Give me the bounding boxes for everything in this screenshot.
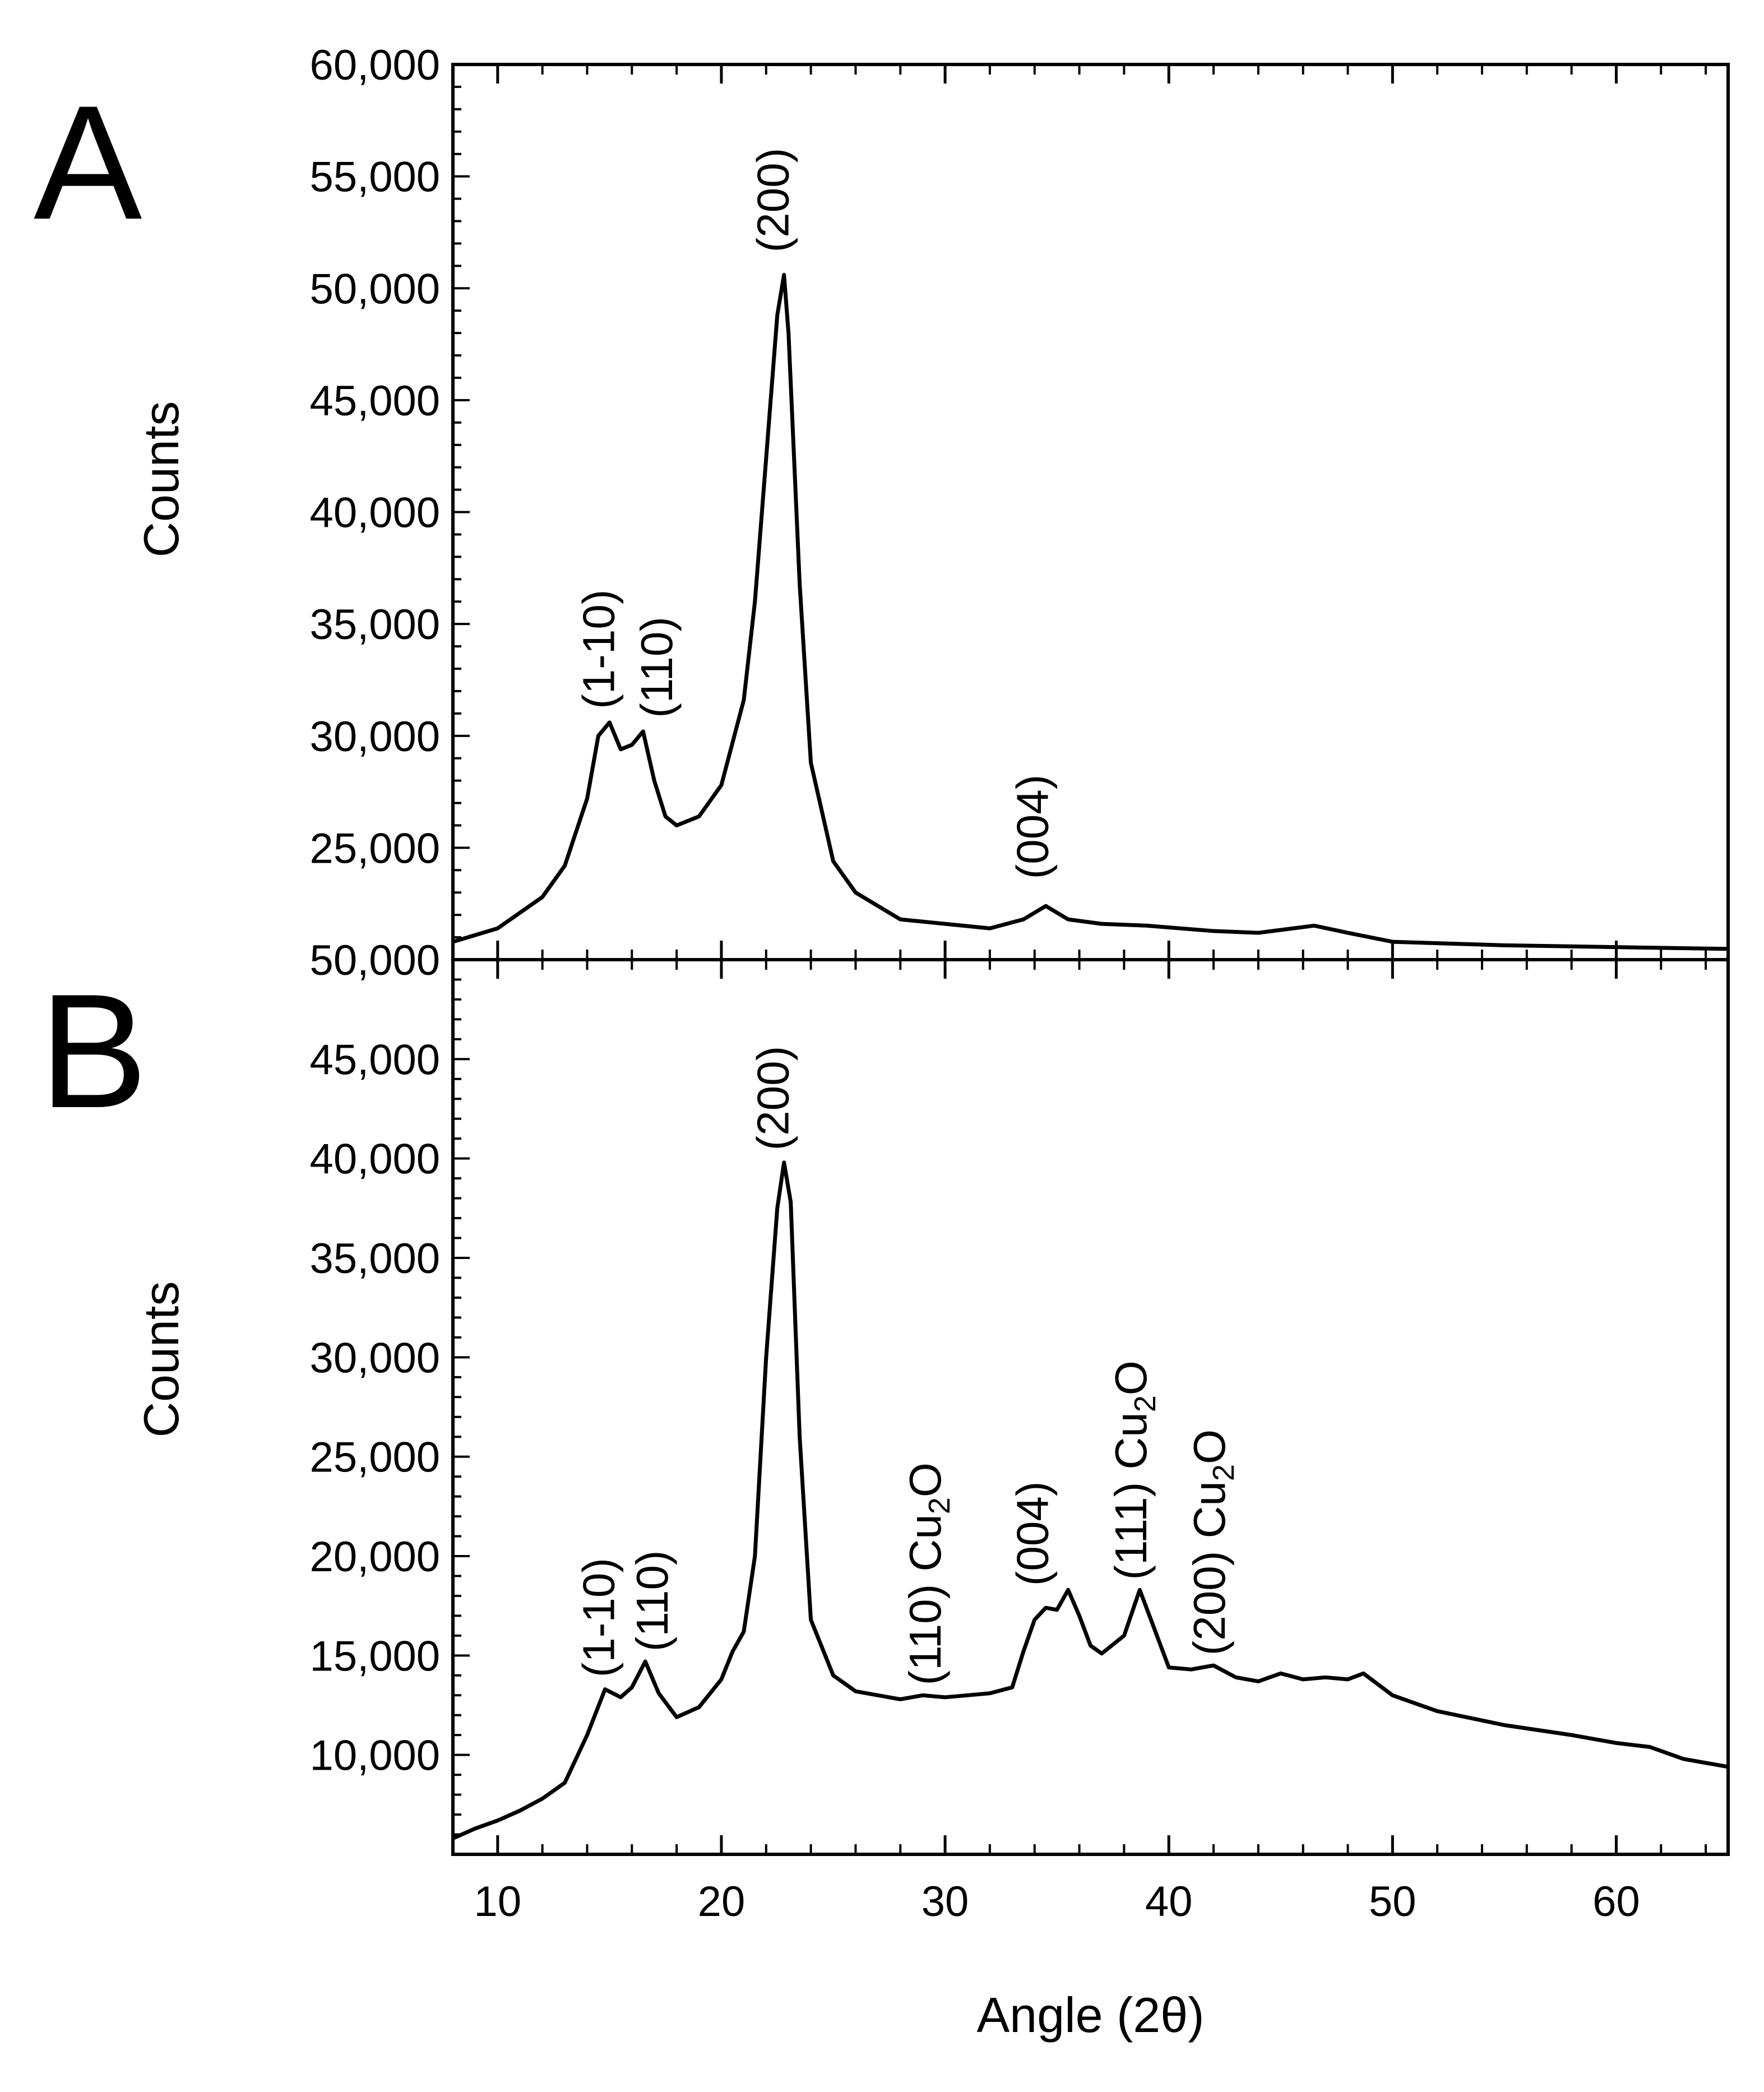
y-tick-label: 30,000 <box>310 713 440 761</box>
panel-label: B <box>39 960 147 1142</box>
peak-annotation: (200) <box>748 148 798 253</box>
peak-annotation: (200) Cu2O <box>1184 1429 1240 1656</box>
y-axis-title: Counts <box>133 1281 189 1438</box>
y-tick-label: 50,000 <box>310 937 440 984</box>
peak-annotation: (110) Cu2O <box>900 1462 956 1686</box>
x-tick-label: 10 <box>474 1878 522 1926</box>
x-tick-label: 40 <box>1145 1878 1193 1926</box>
annotation-subscript: 2 <box>923 1497 956 1514</box>
peak-annotation: (1-10) <box>573 1558 623 1677</box>
annotation-tail: O <box>900 1462 950 1497</box>
x-axis-title: Angle (2θ) <box>976 1987 1204 2043</box>
annotation-text: (004) <box>1008 1481 1058 1586</box>
plot-frame <box>451 63 1730 961</box>
annotation-tail: O <box>1184 1429 1234 1464</box>
y-tick-label: 60,000 <box>310 41 440 89</box>
annotation-text: (111) Cu <box>1106 1412 1156 1580</box>
annotation-subscript: 2 <box>1128 1395 1162 1412</box>
annotation-text: (004) <box>1008 775 1058 880</box>
y-tick-label: 50,000 <box>310 265 440 313</box>
x-tick-label: 30 <box>922 1878 969 1926</box>
y-tick-label: 55,000 <box>310 154 440 201</box>
y-tick-label: 25,000 <box>310 1434 440 1482</box>
y-tick-label: 35,000 <box>310 601 440 649</box>
annotation-text: (200) <box>748 148 798 253</box>
annotation-text: (200) Cu <box>1184 1481 1234 1655</box>
annotation-text: (200) <box>748 1046 798 1151</box>
annotation-text: (1-10) <box>573 589 623 709</box>
y-tick-label: 25,000 <box>310 825 440 872</box>
x-tick-label: 60 <box>1592 1878 1640 1926</box>
y-tick-label: 45,000 <box>310 1036 440 1084</box>
y-tick-label: 15,000 <box>310 1632 440 1680</box>
annotation-text: (110) Cu <box>900 1514 950 1685</box>
peak-annotation: (111) Cu2O <box>1106 1360 1162 1580</box>
y-tick-label: 35,000 <box>310 1235 440 1283</box>
annotation-text: (1-10) <box>573 1558 623 1677</box>
annotation-subscript: 2 <box>1207 1464 1240 1481</box>
series-line-b <box>452 1160 1729 1840</box>
panel-b: 10,000 15,000 20,000 25,000 30,000 35,000 40,0… <box>39 958 1730 2043</box>
panel-label: A <box>34 72 143 253</box>
y-tick-label: 40,000 <box>310 489 440 537</box>
panel-a: 50,000 25,000 30,000 35,000 40,000 45,000 50,0… <box>34 41 1730 984</box>
peak-annotation: (110) <box>632 617 682 718</box>
y-tick-label: 10,000 <box>310 1732 440 1780</box>
peak-annotation: (200) <box>748 1046 798 1151</box>
x-tick-label: 50 <box>1369 1878 1416 1926</box>
x-tick-label: 20 <box>698 1878 746 1926</box>
annotation-tail: O <box>1106 1360 1156 1395</box>
annotation-text: (110) <box>632 617 682 718</box>
plot-frame <box>451 958 1730 1856</box>
peak-annotation: (004) <box>1008 1481 1058 1586</box>
annotation-text: (110) <box>627 1550 677 1651</box>
y-tick-label: 20,000 <box>310 1533 440 1581</box>
y-tick-label: 30,000 <box>310 1334 440 1382</box>
peak-annotation: (1-10) <box>573 589 623 709</box>
series-line-a <box>452 272 1729 951</box>
y-tick-label: 40,000 <box>310 1136 440 1183</box>
y-axis-title: Counts <box>133 401 189 558</box>
peak-annotation: (110) <box>627 1550 677 1651</box>
peak-annotation: (004) <box>1008 775 1058 880</box>
y-tick-label: 45,000 <box>310 377 440 425</box>
